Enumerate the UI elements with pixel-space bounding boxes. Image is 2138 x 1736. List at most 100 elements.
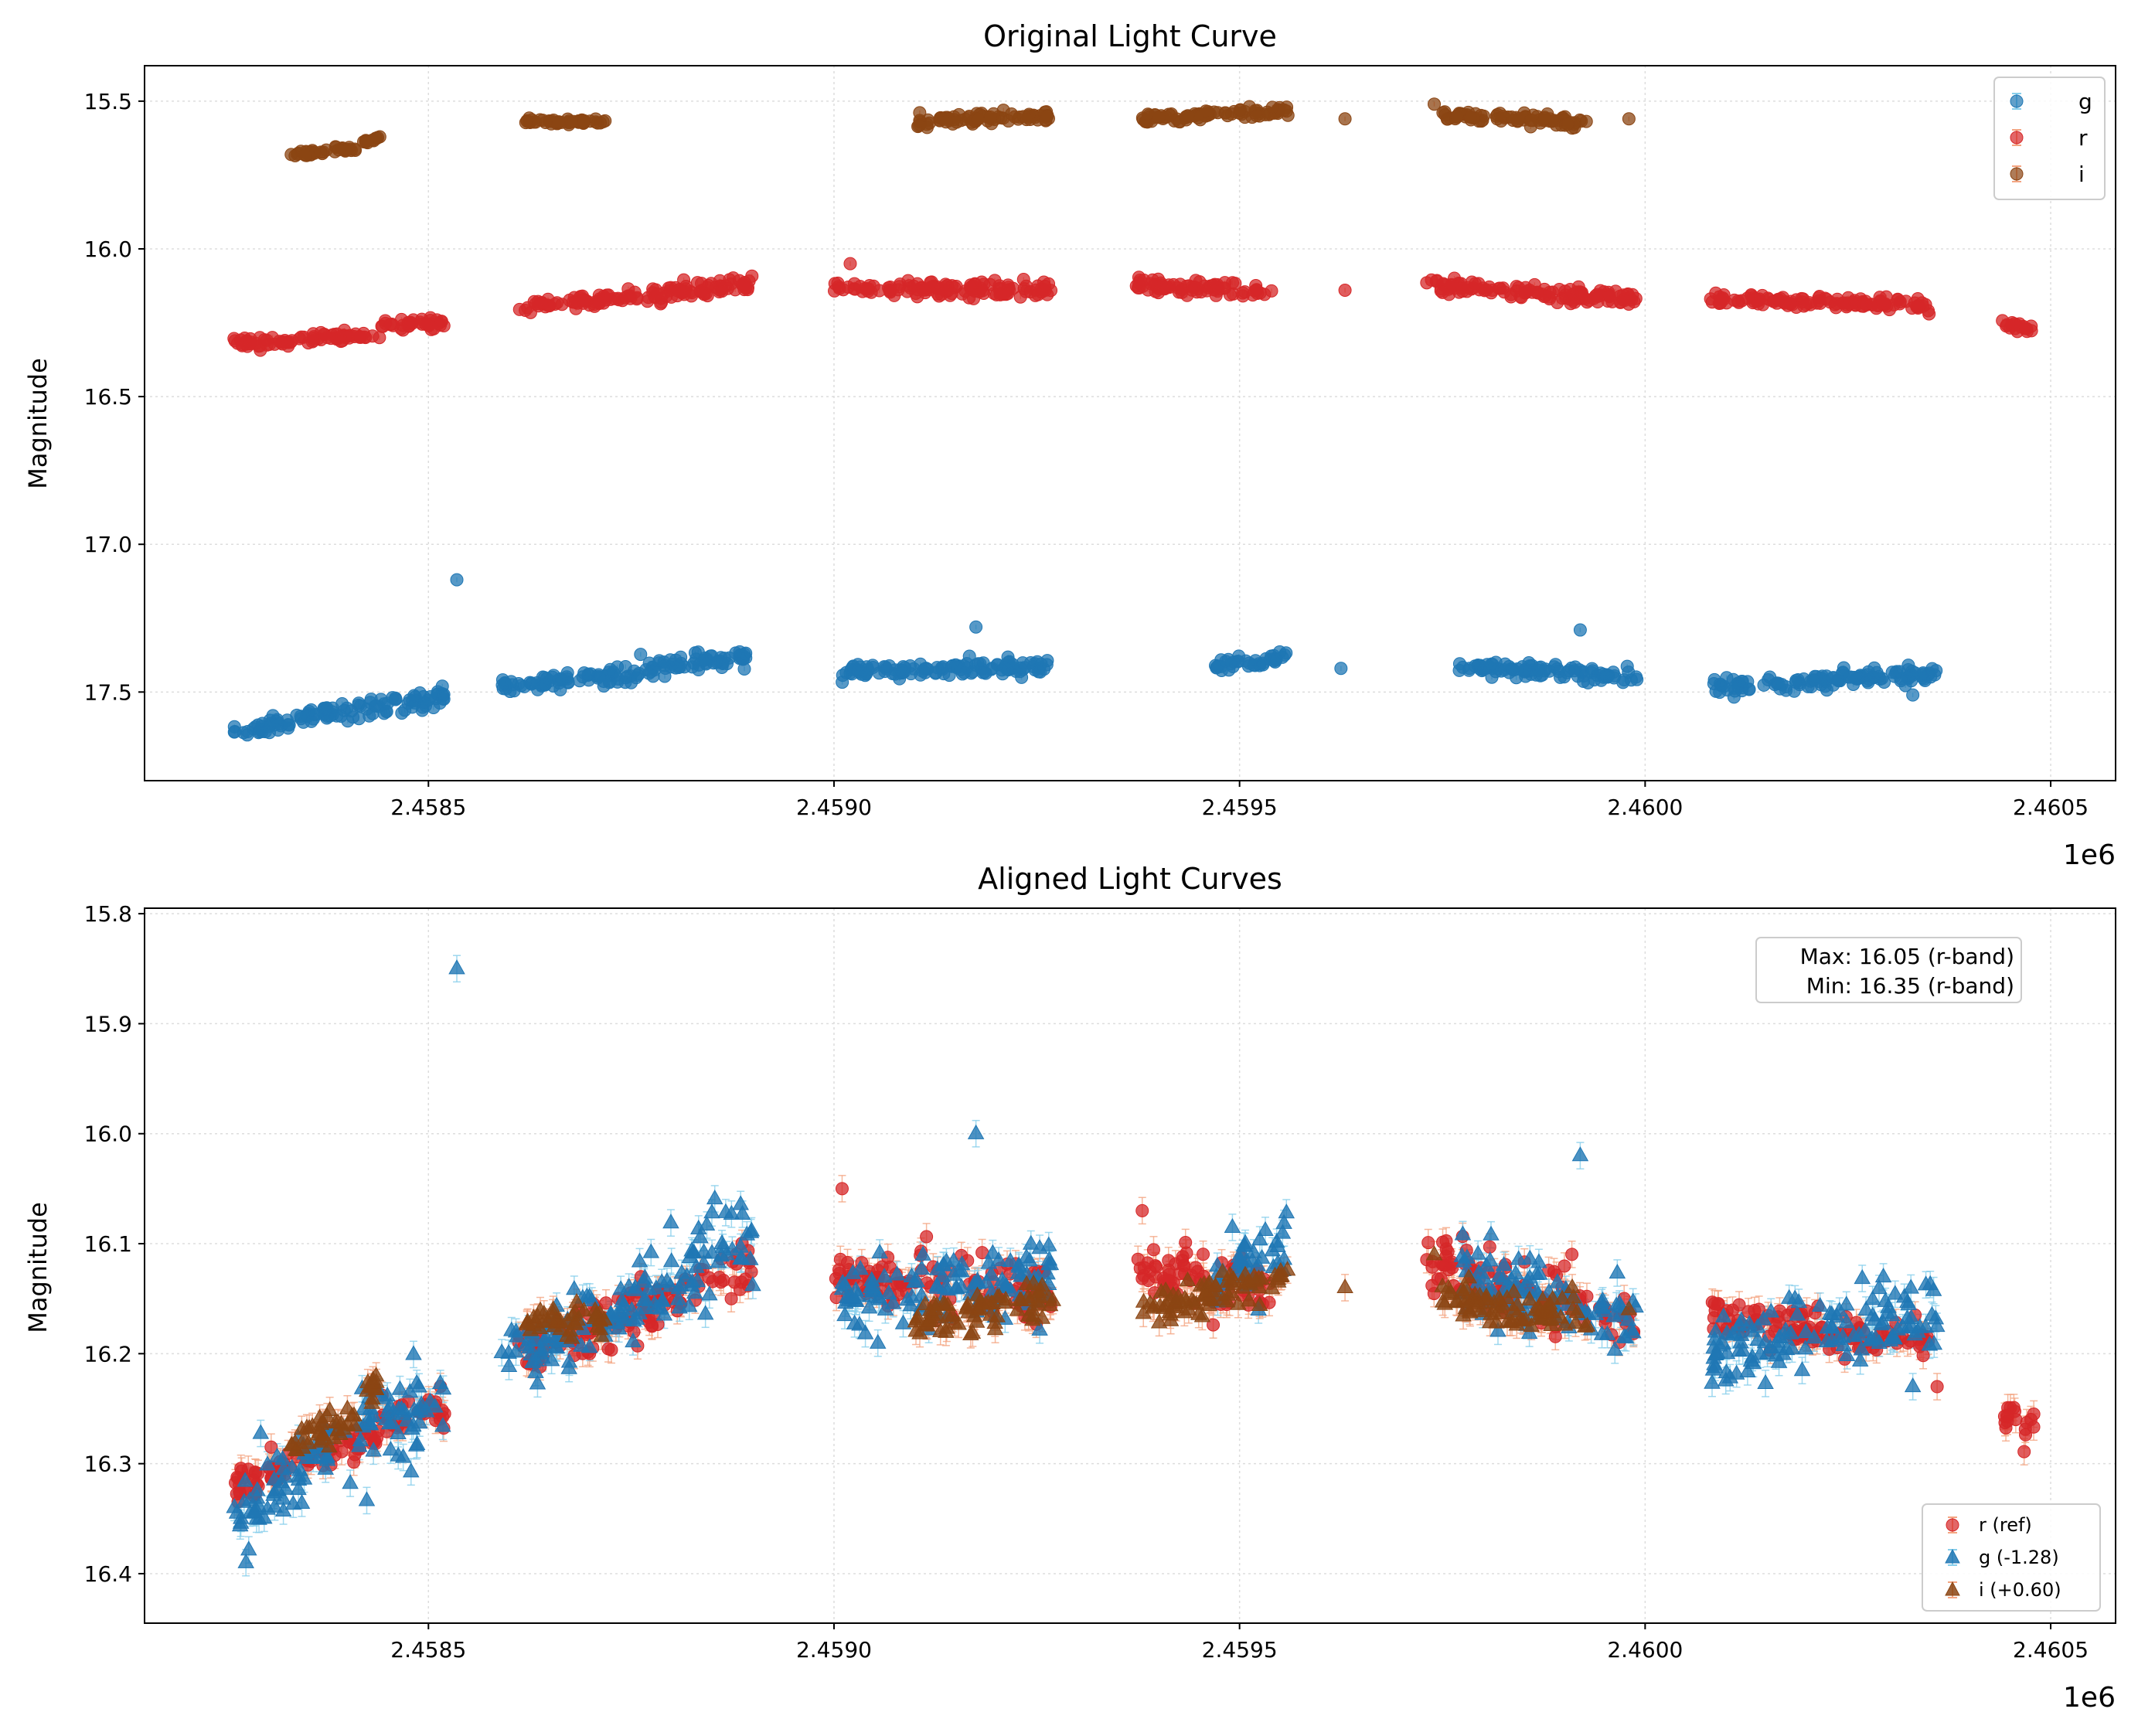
point-i <box>1020 113 1033 127</box>
point-r <box>843 257 857 271</box>
point-r <box>366 329 380 343</box>
point-r <box>1762 292 1776 306</box>
point-i <box>360 136 374 150</box>
point-r <box>1840 300 1854 314</box>
point-g <box>686 660 700 674</box>
point-r <box>1497 285 1511 299</box>
point-g <box>1847 670 1861 684</box>
point-g <box>305 714 318 728</box>
point-r <box>1510 280 1523 294</box>
point-g <box>1210 661 1224 675</box>
point-r <box>378 314 392 328</box>
point-i <box>939 115 953 129</box>
point-g <box>320 701 334 715</box>
legend-label-i: i <box>2078 162 2085 187</box>
point-i <box>298 148 312 162</box>
point-g <box>652 654 666 668</box>
x-tick-label: 2.4605 <box>2013 795 2089 820</box>
panel-original-light-curve: 2.4585 2.4590 2.4595 2.4600 2.4605 15.516.01… <box>23 19 2116 871</box>
chart-title: Original Light Curve <box>983 19 1277 53</box>
point-r <box>1567 287 1581 301</box>
point-r <box>292 332 306 345</box>
point-g <box>592 669 606 683</box>
point-g <box>1518 663 1532 677</box>
point-g <box>672 659 686 672</box>
point-g <box>978 665 992 679</box>
point-g <box>346 710 360 724</box>
x-ticks: 2.4585 2.4590 2.4595 2.4600 2.4605 <box>390 781 2089 820</box>
point-g <box>256 720 270 734</box>
point-g <box>608 669 622 682</box>
point-i <box>539 116 553 130</box>
point-i <box>1277 103 1291 117</box>
point-g <box>1571 669 1585 683</box>
point-i <box>971 112 985 126</box>
y-tick-label: 17.0 <box>84 532 132 557</box>
point-i <box>1181 109 1195 123</box>
point-i <box>996 104 1010 117</box>
point-r <box>624 291 638 305</box>
point-r <box>1226 276 1240 290</box>
point-i <box>1220 109 1234 123</box>
point-g <box>335 696 349 710</box>
point-g <box>353 699 367 713</box>
point-g <box>1826 678 1840 692</box>
point-r <box>238 331 252 345</box>
point-g <box>1588 673 1602 687</box>
y-tick-label: 15.5 <box>84 89 132 114</box>
point-r <box>1175 283 1189 297</box>
point-g <box>581 669 595 682</box>
point-g <box>227 720 241 734</box>
point-i <box>1579 114 1593 128</box>
point-i <box>1242 100 1256 114</box>
legend-marker-g <box>2010 94 2024 108</box>
point-g <box>737 649 751 663</box>
legend-marker-r <box>2010 131 2024 145</box>
x-tick-label: 2.4595 <box>1202 795 1278 820</box>
point-r <box>972 285 986 299</box>
point-r <box>1133 274 1147 288</box>
x-tick-label: 2.4585 <box>390 795 466 820</box>
point-i <box>1622 112 1636 126</box>
point-g <box>1034 657 1048 671</box>
point-i <box>1490 112 1504 126</box>
point-g <box>1870 665 1884 679</box>
point-r <box>861 284 875 298</box>
point-r <box>1996 314 2010 328</box>
point-i <box>1199 104 1213 118</box>
point-r <box>1029 283 1043 297</box>
point-r <box>679 279 693 293</box>
point-g <box>1003 655 1016 669</box>
point-r <box>1810 296 1824 310</box>
point-g <box>1905 668 1918 682</box>
legend-marker-i <box>2010 167 2024 181</box>
point-g <box>894 663 907 677</box>
point-r <box>1546 285 1560 299</box>
point-i <box>1561 117 1575 131</box>
point-i <box>1265 100 1279 114</box>
point-i <box>314 145 328 159</box>
point-r <box>1893 297 1907 311</box>
point-r <box>329 331 343 345</box>
point-g <box>1906 688 1920 702</box>
point-r <box>1731 294 1745 308</box>
point-i <box>1505 111 1519 124</box>
point-g <box>1552 665 1566 679</box>
y-ticks: 15.5 16.0 16.5 17.0 17.5 <box>84 89 145 705</box>
point-g <box>1608 669 1622 683</box>
point-g <box>836 669 849 682</box>
point-r <box>1250 284 1264 298</box>
point-r <box>1591 290 1605 304</box>
point-r <box>1013 290 1027 304</box>
point-g <box>1713 686 1727 700</box>
point-r <box>314 332 328 346</box>
point-g <box>517 679 531 693</box>
point-r <box>1223 288 1237 301</box>
point-r <box>996 288 1010 301</box>
point-g <box>1256 656 1270 670</box>
point-r <box>555 298 569 311</box>
point-r <box>931 287 945 301</box>
grid <box>145 66 2116 781</box>
point-g <box>1807 673 1821 687</box>
point-r <box>1602 290 1616 304</box>
